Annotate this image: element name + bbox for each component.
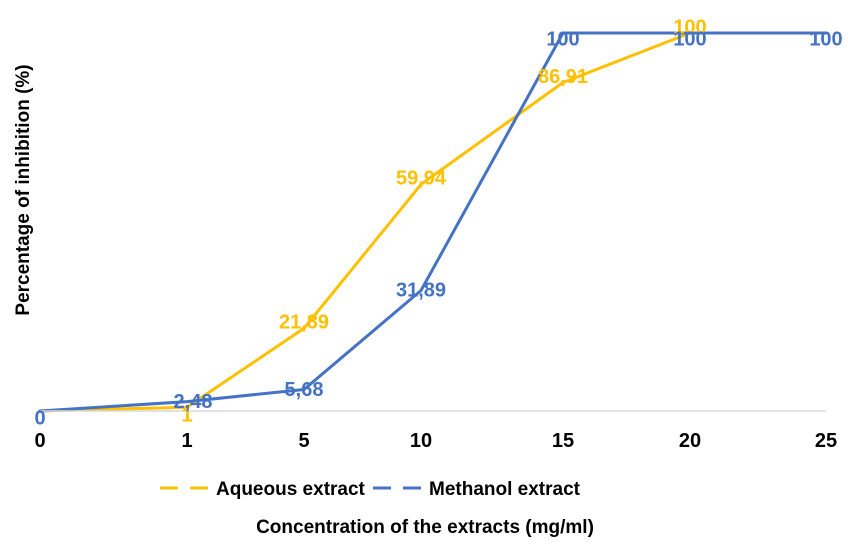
x-tick-label: 15 xyxy=(552,430,574,452)
x-tick-label: 1 xyxy=(181,430,192,452)
x-tick-label: 20 xyxy=(679,430,701,452)
legend-item-aqueous: Aqueous extract xyxy=(160,479,366,500)
x-tick-label: 10 xyxy=(410,430,432,452)
data-label: 0 xyxy=(34,407,45,429)
data-label: 100 xyxy=(546,28,579,50)
data-label: 100 xyxy=(673,28,706,50)
y-axis-title: Percentage of inhibition (%) xyxy=(13,64,34,315)
legend: Aqueous extract Methanol extract xyxy=(160,479,581,500)
data-label: 59,94 xyxy=(396,168,447,190)
data-label: 2,48 xyxy=(174,391,213,413)
x-axis-title: Concentration of the extracts (mg/ml) xyxy=(256,517,594,538)
data-label: 100 xyxy=(673,16,706,38)
data-label: 5,68 xyxy=(285,379,324,401)
x-tick-label: 5 xyxy=(298,430,309,452)
x-axis-ticks: 0 1 5 10 15 20 25 xyxy=(34,430,837,452)
x-tick-label: 25 xyxy=(815,430,837,452)
series-line-aqueous xyxy=(38,31,828,413)
data-label: 86,91 xyxy=(538,66,588,88)
data-label: 21,89 xyxy=(279,312,329,334)
data-label: 31,89 xyxy=(396,280,446,302)
legend-label: Aqueous extract xyxy=(216,479,366,500)
series-line-methanol xyxy=(38,31,828,413)
legend-item-methanol: Methanol extract xyxy=(373,479,581,500)
x-tick-label: 0 xyxy=(34,430,45,452)
plot-area xyxy=(38,31,828,413)
legend-label: Methanol extract xyxy=(429,479,581,500)
data-label: 1 xyxy=(181,405,192,427)
data-label: 100 xyxy=(809,28,842,50)
